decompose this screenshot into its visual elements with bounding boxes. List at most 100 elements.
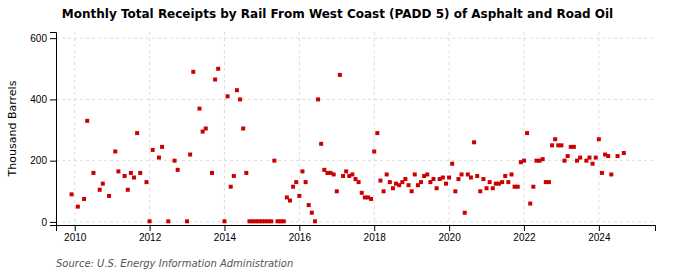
point [238,97,242,101]
point [594,156,598,160]
grid-line-y [56,221,655,222]
point [113,149,117,153]
y-tick-mark [50,222,56,223]
point [431,177,435,181]
point [441,176,445,180]
point [316,97,320,101]
grid-line-x [224,32,225,225]
x-axis: 20102012201420162018202020222024 [57,225,656,243]
y-tick-mark [50,38,56,39]
point [107,194,111,198]
point [338,73,342,77]
point [291,185,295,189]
point [472,140,476,144]
point [622,151,626,155]
point [70,192,74,196]
point [204,127,208,131]
point [188,153,192,157]
point [597,137,601,141]
point [229,185,233,189]
point [85,119,89,123]
point [144,180,148,184]
point [606,154,610,158]
point [335,189,339,193]
x-tick-label: 2022 [513,232,536,243]
point [385,172,389,176]
point [500,180,504,184]
point [235,88,239,92]
x-tick-mark [374,225,375,231]
point [157,156,161,160]
x-tick-mark [224,225,225,231]
grid-line-y [56,38,655,39]
x-tick-mark [599,225,600,231]
x-tick: 2022 [513,225,536,243]
point [76,205,80,209]
point [98,188,102,192]
y-tick-label: 400 [30,94,47,105]
point [288,198,292,202]
x-tick: 2012 [139,225,162,243]
point [160,145,164,149]
point [425,172,429,176]
point [91,171,95,175]
point [516,185,520,189]
point [531,185,535,189]
point [475,174,479,178]
point [269,219,273,223]
point [135,131,139,135]
point [522,159,526,163]
point [578,156,582,160]
point [148,219,152,223]
point [191,70,195,74]
x-tick-mark [75,225,76,231]
point [447,176,451,180]
point [294,180,298,184]
x-tick-label: 2018 [364,232,387,243]
point [241,127,245,131]
point [350,172,354,176]
point [344,169,348,173]
y-tick-label: 0 [41,217,47,228]
point [360,191,364,195]
annotation: Source: U.S. Energy Information Administ… [56,258,293,269]
point [547,180,551,184]
point [166,219,170,223]
point [378,179,382,183]
x-tick-label: 2010 [64,232,87,243]
y-tick: 600 [30,33,56,44]
grid-line-x [374,32,375,225]
x-tick: 2014 [214,225,237,243]
point [216,67,220,71]
point [478,189,482,193]
point [488,180,492,184]
y-axis-label: Thousand Barrels [6,80,19,177]
point [173,159,177,163]
point [453,189,457,193]
point [403,177,407,181]
y-tick: 0 [41,217,56,228]
point [391,186,395,190]
point [435,186,439,190]
point [450,162,454,166]
point [587,156,591,160]
point [151,148,155,152]
point [332,172,336,176]
point [559,143,563,147]
point [460,172,464,176]
point [307,203,311,207]
x-tick: 2010 [64,225,87,243]
y-tick: 400 [30,94,56,105]
point [82,197,86,201]
point [419,180,423,184]
point [616,154,620,158]
point [244,171,248,175]
x-tick-mark [524,225,525,231]
point [297,194,301,198]
point [553,137,557,141]
point [388,180,392,184]
grid-line-x [449,32,450,225]
x-tick-label: 2016 [289,232,312,243]
point [382,189,386,193]
point [550,143,554,147]
